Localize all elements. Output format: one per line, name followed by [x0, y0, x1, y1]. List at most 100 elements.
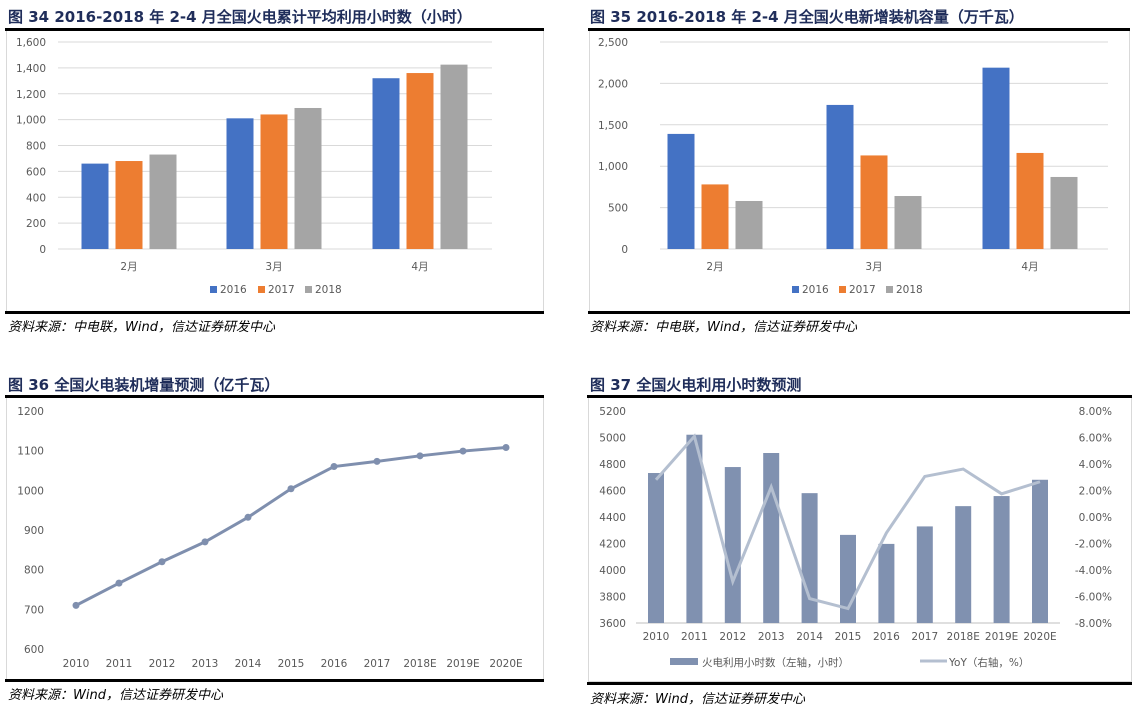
- data-point: [502, 443, 510, 451]
- x-tick-label: 2016: [873, 631, 900, 643]
- x-tick-label: 2月: [706, 261, 723, 273]
- bar-火电利用小时数（左轴，小时）: [648, 473, 664, 623]
- data-point: [115, 579, 123, 587]
- line-装机: [75, 445, 507, 607]
- legend-label: YoY（右轴，%）: [948, 656, 1029, 669]
- y-tick-label: 1,400: [16, 63, 46, 75]
- legend-swatch: [670, 658, 698, 665]
- bar-火电利用小时数（左轴，小时）: [801, 493, 818, 623]
- chart-37-frame: [588, 398, 1132, 682]
- x-tick-label: 2012: [719, 631, 746, 643]
- divider: [5, 679, 544, 682]
- data-point: [244, 513, 252, 521]
- y-tick-label: 800: [26, 141, 46, 153]
- x-tick-label: 2019E: [446, 658, 479, 670]
- x-tick-label: 3月: [265, 261, 282, 273]
- y2-tick-label: 0.00%: [1079, 512, 1112, 524]
- x-tick-label: 2019E: [985, 631, 1018, 643]
- chart-35-source: 资料来源：中电联，Wind，信达证券研发中心: [590, 320, 857, 335]
- divider: [5, 311, 544, 314]
- y2-tick-label: 6.00%: [1079, 433, 1112, 445]
- y2-tick-label: 2.00%: [1079, 486, 1112, 498]
- chart-37-title: 图 37 全国火电利用小时数预测: [590, 376, 802, 394]
- y-tick-label: 400: [26, 192, 46, 204]
- y-tick-label: 4800: [599, 459, 626, 471]
- data-point: [373, 457, 381, 465]
- legend-swatch: [839, 286, 846, 293]
- data-point: [287, 485, 295, 493]
- data-point: [330, 463, 338, 471]
- bar-2016: [81, 163, 109, 249]
- bar-2017: [1016, 152, 1044, 249]
- chart-36-source: 资料来源：Wind，信达证券研发中心: [8, 688, 223, 703]
- y-tick-label: 2,500: [598, 37, 628, 49]
- y2-tick-label: -2.00%: [1075, 539, 1112, 551]
- y-tick-label: 2,000: [598, 78, 628, 90]
- x-tick-label: 2012: [149, 658, 176, 670]
- y-tick-label: 1,500: [598, 120, 628, 132]
- chart-36-title: 图 36 全国火电装机增量预测（亿千瓦）: [8, 376, 280, 394]
- divider: [587, 682, 1132, 685]
- x-tick-label: 2020E: [489, 658, 522, 670]
- y2-tick-label: -8.00%: [1075, 618, 1112, 630]
- x-tick-label: 2020E: [1023, 631, 1056, 643]
- x-tick-label: 2016: [321, 658, 348, 670]
- legend-swatch: [792, 286, 799, 293]
- bar-2018: [149, 154, 177, 249]
- y-tick-label: 4200: [599, 539, 626, 551]
- x-tick-label: 2017: [364, 658, 391, 670]
- y-tick-label: 600: [24, 644, 44, 656]
- y-tick-label: 1,600: [16, 37, 46, 49]
- y-tick-label: 500: [608, 203, 628, 215]
- x-tick-label: 2018E: [403, 658, 436, 670]
- bar-2017: [406, 73, 434, 249]
- y2-tick-label: 4.00%: [1079, 459, 1112, 471]
- x-tick-label: 2015: [835, 631, 862, 643]
- y-tick-label: 900: [24, 525, 44, 537]
- y-tick-label: 700: [24, 604, 44, 616]
- x-tick-label: 2014: [796, 631, 823, 643]
- legend-swatch: [886, 286, 893, 293]
- bar-2017: [260, 114, 288, 249]
- bar-火电利用小时数（左轴，小时）: [1032, 479, 1048, 623]
- bar-2018: [894, 196, 922, 249]
- y-tick-label: 4000: [599, 565, 626, 577]
- legend-label: 2016: [220, 284, 247, 296]
- x-tick-label: 2月: [120, 261, 137, 273]
- bar-2016: [667, 133, 695, 249]
- x-tick-label: 2017: [911, 631, 938, 643]
- legend-label: 2018: [315, 284, 342, 296]
- x-tick-label: 2010: [643, 631, 670, 643]
- bar-2018: [1050, 176, 1078, 249]
- y-tick-label: 0: [621, 244, 628, 256]
- legend-label: 2016: [802, 284, 829, 296]
- data-point: [459, 447, 467, 455]
- legend-label: 2018: [896, 284, 923, 296]
- y-tick-label: 4600: [599, 486, 626, 498]
- chart-34-title: 图 34 2016-2018 年 2-4 月全国火电累计平均利用小时数（小时）: [8, 8, 472, 26]
- bar-火电利用小时数（左轴，小时）: [724, 467, 741, 623]
- bar-2016: [826, 104, 854, 249]
- legend-swatch: [210, 286, 217, 293]
- chart-37-source: 资料来源：Wind，信达证券研发中心: [590, 692, 805, 707]
- y-tick-label: 4400: [599, 512, 626, 524]
- bar-2018: [294, 107, 322, 249]
- bar-火电利用小时数（左轴，小时）: [993, 496, 1010, 623]
- legend-swatch: [258, 286, 265, 293]
- y-tick-label: 5200: [599, 406, 626, 418]
- bar-2016: [226, 118, 254, 249]
- x-tick-label: 2014: [235, 658, 262, 670]
- x-tick-label: 4月: [411, 261, 428, 273]
- chart-35-title: 图 35 2016-2018 年 2-4 月全国火电新增装机容量（万千瓦）: [590, 8, 1024, 26]
- bar-火电利用小时数（左轴，小时）: [916, 526, 933, 623]
- divider: [587, 395, 1132, 398]
- legend-swatch: [305, 286, 312, 293]
- y2-tick-label: 8.00%: [1079, 406, 1112, 418]
- y-tick-label: 1000: [17, 485, 44, 497]
- y2-tick-label: -4.00%: [1075, 565, 1112, 577]
- legend-label: 2017: [268, 284, 295, 296]
- bar-2016: [372, 78, 400, 249]
- bar-2017: [701, 184, 729, 249]
- bar-火电利用小时数（左轴，小时）: [763, 453, 780, 623]
- line-YoY（右轴，%）: [654, 433, 1041, 611]
